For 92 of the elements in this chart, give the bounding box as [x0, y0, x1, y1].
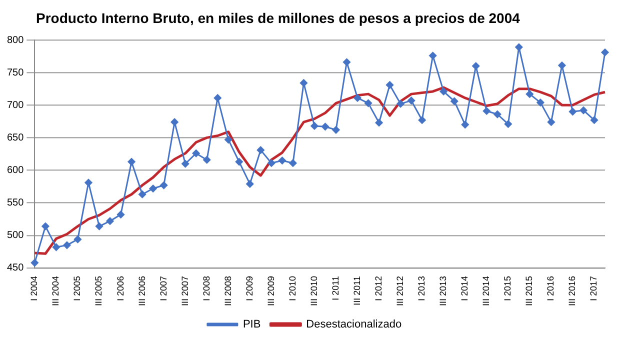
- x-tick-label: I 2010: [287, 276, 298, 302]
- point: [203, 156, 211, 164]
- point: [429, 52, 437, 60]
- point: [74, 236, 82, 244]
- point: [580, 106, 588, 114]
- point: [568, 108, 576, 116]
- point: [42, 222, 50, 230]
- point: [354, 94, 362, 102]
- x-tick-label: I 2017: [588, 276, 599, 302]
- point: [396, 100, 404, 108]
- y-tick-label: 450: [6, 262, 24, 274]
- point: [278, 156, 286, 164]
- x-tick-label: I 2007: [158, 276, 168, 302]
- x-tick-label: I 2011: [330, 276, 340, 300]
- x-tick-label: III 2016: [567, 276, 578, 306]
- point: [224, 136, 232, 144]
- point: [472, 62, 480, 70]
- point: [386, 81, 394, 89]
- point: [342, 58, 350, 66]
- point: [300, 79, 308, 87]
- point: [138, 190, 146, 198]
- point: [461, 120, 469, 128]
- x-tick-label: I 2009: [244, 276, 254, 302]
- x-tick-label: III 2010: [308, 276, 319, 306]
- point: [321, 122, 329, 130]
- point: [515, 43, 523, 51]
- x-tick-label: I 2016: [546, 276, 556, 302]
- point: [214, 94, 222, 102]
- x-tick-label: I 2015: [502, 276, 513, 302]
- point: [364, 99, 372, 107]
- point: [601, 48, 609, 56]
- x-tick-label: I 2014: [460, 276, 470, 302]
- point: [63, 241, 71, 249]
- point: [590, 116, 598, 124]
- point: [494, 110, 502, 118]
- point: [192, 150, 200, 158]
- point: [440, 88, 448, 96]
- point: [106, 217, 114, 225]
- y-tick-label: 550: [6, 198, 24, 209]
- legend-label: PIB: [242, 318, 261, 331]
- point: [289, 159, 297, 167]
- point: [418, 116, 426, 124]
- y-tick-label: 600: [6, 165, 24, 176]
- x-tick-label: III 2004: [50, 276, 61, 306]
- x-tick-label: I 2008: [201, 276, 212, 302]
- point: [526, 90, 534, 98]
- x-tick-label: III 2007: [180, 276, 190, 306]
- chart-title: Producto Interno Bruto, en miles de millones de pesos a precios de 2004: [36, 10, 520, 26]
- x-tick-label: III 2008: [222, 276, 233, 306]
- point: [96, 222, 103, 230]
- point: [149, 184, 157, 192]
- x-tick-label: I 2004: [29, 276, 40, 302]
- point: [52, 243, 60, 251]
- point: [182, 160, 190, 168]
- point: [117, 210, 125, 218]
- x-tick-label: III 2013: [438, 276, 448, 306]
- x-tick-label: III 2009: [266, 276, 276, 306]
- point: [160, 182, 168, 190]
- point: [170, 118, 178, 126]
- point: [235, 158, 243, 166]
- point: [332, 126, 340, 134]
- point: [504, 120, 512, 128]
- legend-label: Desestacionalizado: [306, 318, 402, 331]
- point: [310, 122, 318, 130]
- point: [30, 259, 38, 267]
- point: [268, 159, 276, 167]
- x-tick-label: III 2006: [136, 276, 147, 306]
- point: [536, 98, 544, 106]
- point: [84, 178, 92, 186]
- x-tick-label: I 2005: [72, 276, 82, 302]
- y-tick-label: 500: [6, 230, 24, 242]
- x-tick-label: I 2006: [115, 276, 126, 302]
- point: [408, 96, 416, 104]
- y-tick-label: 750: [6, 67, 24, 78]
- y-tick-label: 650: [6, 132, 24, 144]
- point: [375, 118, 383, 126]
- x-tick-label: I 2013: [416, 276, 427, 302]
- x-tick-label: III 2012: [395, 276, 406, 306]
- x-tick-label: III 2011: [352, 276, 362, 306]
- x-tick-label: III 2015: [524, 276, 534, 306]
- y-tick-label: 700: [6, 100, 24, 111]
- point: [128, 158, 136, 166]
- point: [246, 180, 254, 188]
- y-tick-label: 800: [6, 34, 24, 46]
- point: [482, 107, 490, 115]
- x-tick-label: III 2014: [481, 276, 492, 306]
- point: [558, 62, 566, 70]
- x-tick-label: III 2005: [94, 276, 104, 306]
- x-tick-label: I 2012: [374, 276, 384, 302]
- point: [256, 146, 264, 154]
- point: [450, 97, 458, 105]
- point: [547, 118, 555, 126]
